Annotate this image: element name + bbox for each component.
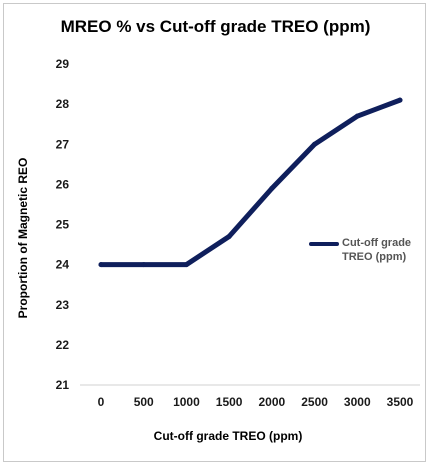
x-axis-title: Cut-off grade TREO (ppm) xyxy=(154,429,303,443)
data-point xyxy=(397,97,403,103)
x-tick-label: 3000 xyxy=(344,395,371,409)
data-point xyxy=(269,185,275,191)
x-tick-label: 2000 xyxy=(259,395,286,409)
y-tick-label: 27 xyxy=(56,137,70,151)
data-point xyxy=(354,113,360,119)
data-point xyxy=(312,141,318,147)
data-point xyxy=(183,262,189,268)
x-axis-ticks: 0 500 1000 1500 2000 2500 3000 3500 xyxy=(98,395,414,409)
series-line xyxy=(98,97,403,268)
y-axis-ticks: 21 22 23 24 25 26 27 28 29 xyxy=(56,57,70,392)
x-tick-label: 1000 xyxy=(173,395,200,409)
x-tick-label: 1500 xyxy=(216,395,243,409)
y-tick-label: 23 xyxy=(56,298,70,312)
y-tick-label: 21 xyxy=(56,378,70,392)
chart-title: MREO % vs Cut-off grade TREO (ppm) xyxy=(60,17,371,36)
x-tick-label: 0 xyxy=(98,395,105,409)
y-tick-label: 24 xyxy=(56,258,70,272)
y-axis-title: Proportion of Magnetic REO xyxy=(16,158,30,319)
x-tick-label: 500 xyxy=(134,395,154,409)
legend-label: Cut-off grade TREO (ppm) xyxy=(342,237,412,263)
legend: Cut-off grade TREO (ppm) xyxy=(309,236,418,264)
y-tick-label: 25 xyxy=(56,218,70,232)
data-point xyxy=(141,262,147,268)
data-point xyxy=(98,262,104,268)
legend-swatch xyxy=(309,242,339,246)
y-tick-label: 26 xyxy=(56,177,70,191)
x-tick-label: 2500 xyxy=(301,395,328,409)
y-tick-label: 29 xyxy=(56,57,70,71)
x-tick-label: 3500 xyxy=(387,395,414,409)
data-point xyxy=(226,234,232,240)
y-tick-label: 22 xyxy=(56,338,70,352)
y-tick-label: 28 xyxy=(56,97,70,111)
